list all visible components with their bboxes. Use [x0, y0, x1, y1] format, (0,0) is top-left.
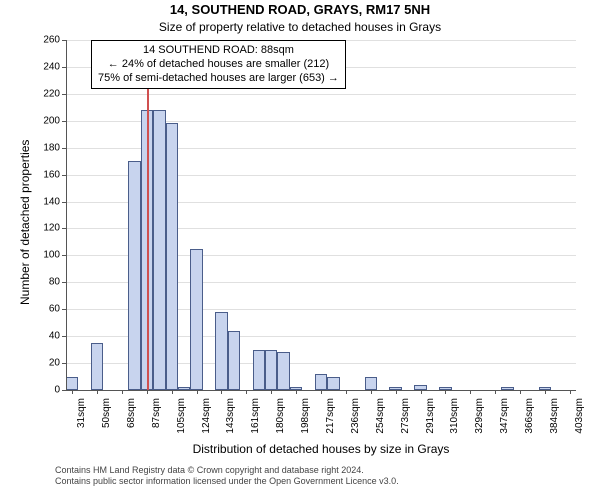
callout-line-2: ← 24% of detached houses are smaller (21…: [98, 58, 339, 72]
histogram-bar: [153, 110, 165, 390]
y-tick-label: 260: [34, 35, 60, 46]
histogram-bar: [128, 161, 140, 390]
y-axis-line: [66, 40, 67, 390]
x-tick-label: 180sqm: [275, 398, 286, 434]
histogram-bar: [277, 352, 289, 390]
y-tick-label: 20: [34, 358, 60, 369]
histogram-bar: [215, 312, 227, 390]
x-axis-line: [66, 390, 576, 391]
histogram-bar: [327, 377, 339, 390]
y-tick-label: 60: [34, 304, 60, 315]
y-tick-label: 140: [34, 196, 60, 207]
x-tick-label: 329sqm: [474, 398, 485, 434]
y-tick-label: 240: [34, 61, 60, 72]
x-axis-title: Distribution of detached houses by size …: [66, 442, 576, 456]
y-tick-label: 100: [34, 250, 60, 261]
grid-line: [66, 94, 576, 95]
y-tick-label: 120: [34, 223, 60, 234]
x-tick-label: 347sqm: [499, 398, 510, 434]
x-tick-label: 198sqm: [300, 398, 311, 434]
histogram-bar: [66, 377, 78, 390]
histogram-bar: [315, 374, 327, 390]
y-tick-label: 0: [34, 385, 60, 396]
histogram-bar: [265, 350, 277, 390]
x-tick-label: 50sqm: [101, 398, 112, 428]
y-tick-label: 80: [34, 277, 60, 288]
y-tick-label: 200: [34, 115, 60, 126]
x-tick-label: 161sqm: [250, 398, 261, 434]
x-tick-label: 236sqm: [350, 398, 361, 434]
x-tick-label: 87sqm: [151, 398, 162, 428]
histogram-bar: [190, 249, 202, 390]
property-marker-line: [147, 40, 149, 390]
x-tick-label: 384sqm: [549, 398, 560, 434]
histogram-bar: [228, 331, 240, 390]
callout-box: 14 SOUTHEND ROAD: 88sqm ← 24% of detache…: [91, 40, 346, 89]
histogram-bar: [365, 377, 377, 390]
histogram-bar: [253, 350, 265, 390]
histogram-bar: [166, 123, 178, 390]
y-tick-label: 160: [34, 169, 60, 180]
footer-attribution: Contains HM Land Registry data © Crown c…: [55, 465, 399, 487]
footer-line-2: Contains public sector information licen…: [55, 476, 399, 487]
x-tick-label: 105sqm: [176, 398, 187, 434]
callout-line-1: 14 SOUTHEND ROAD: 88sqm: [98, 44, 339, 58]
x-tick-label: 217sqm: [325, 398, 336, 434]
y-tick-label: 180: [34, 142, 60, 153]
page-title: 14, SOUTHEND ROAD, GRAYS, RM17 5NH: [0, 2, 600, 17]
x-tick-label: 31sqm: [76, 398, 87, 428]
histogram-plot: 02040608010012014016018020022024026031sq…: [66, 40, 576, 390]
x-tick-label: 291sqm: [425, 398, 436, 434]
y-tick-label: 220: [34, 88, 60, 99]
x-tick-label: 68sqm: [126, 398, 137, 428]
footer-line-1: Contains HM Land Registry data © Crown c…: [55, 465, 399, 476]
x-tick-label: 124sqm: [201, 398, 212, 434]
y-tick-label: 40: [34, 331, 60, 342]
x-tick-label: 273sqm: [400, 398, 411, 434]
histogram-bar: [91, 343, 103, 390]
x-tick-label: 310sqm: [449, 398, 460, 434]
x-tick-label: 366sqm: [524, 398, 535, 434]
x-tick-label: 254sqm: [375, 398, 386, 434]
y-axis-title: Number of detached properties: [18, 140, 32, 305]
x-tick-label: 403sqm: [574, 398, 585, 434]
callout-line-3: 75% of semi-detached houses are larger (…: [98, 72, 339, 86]
page-subtitle: Size of property relative to detached ho…: [0, 20, 600, 34]
x-tick-label: 143sqm: [225, 398, 236, 434]
